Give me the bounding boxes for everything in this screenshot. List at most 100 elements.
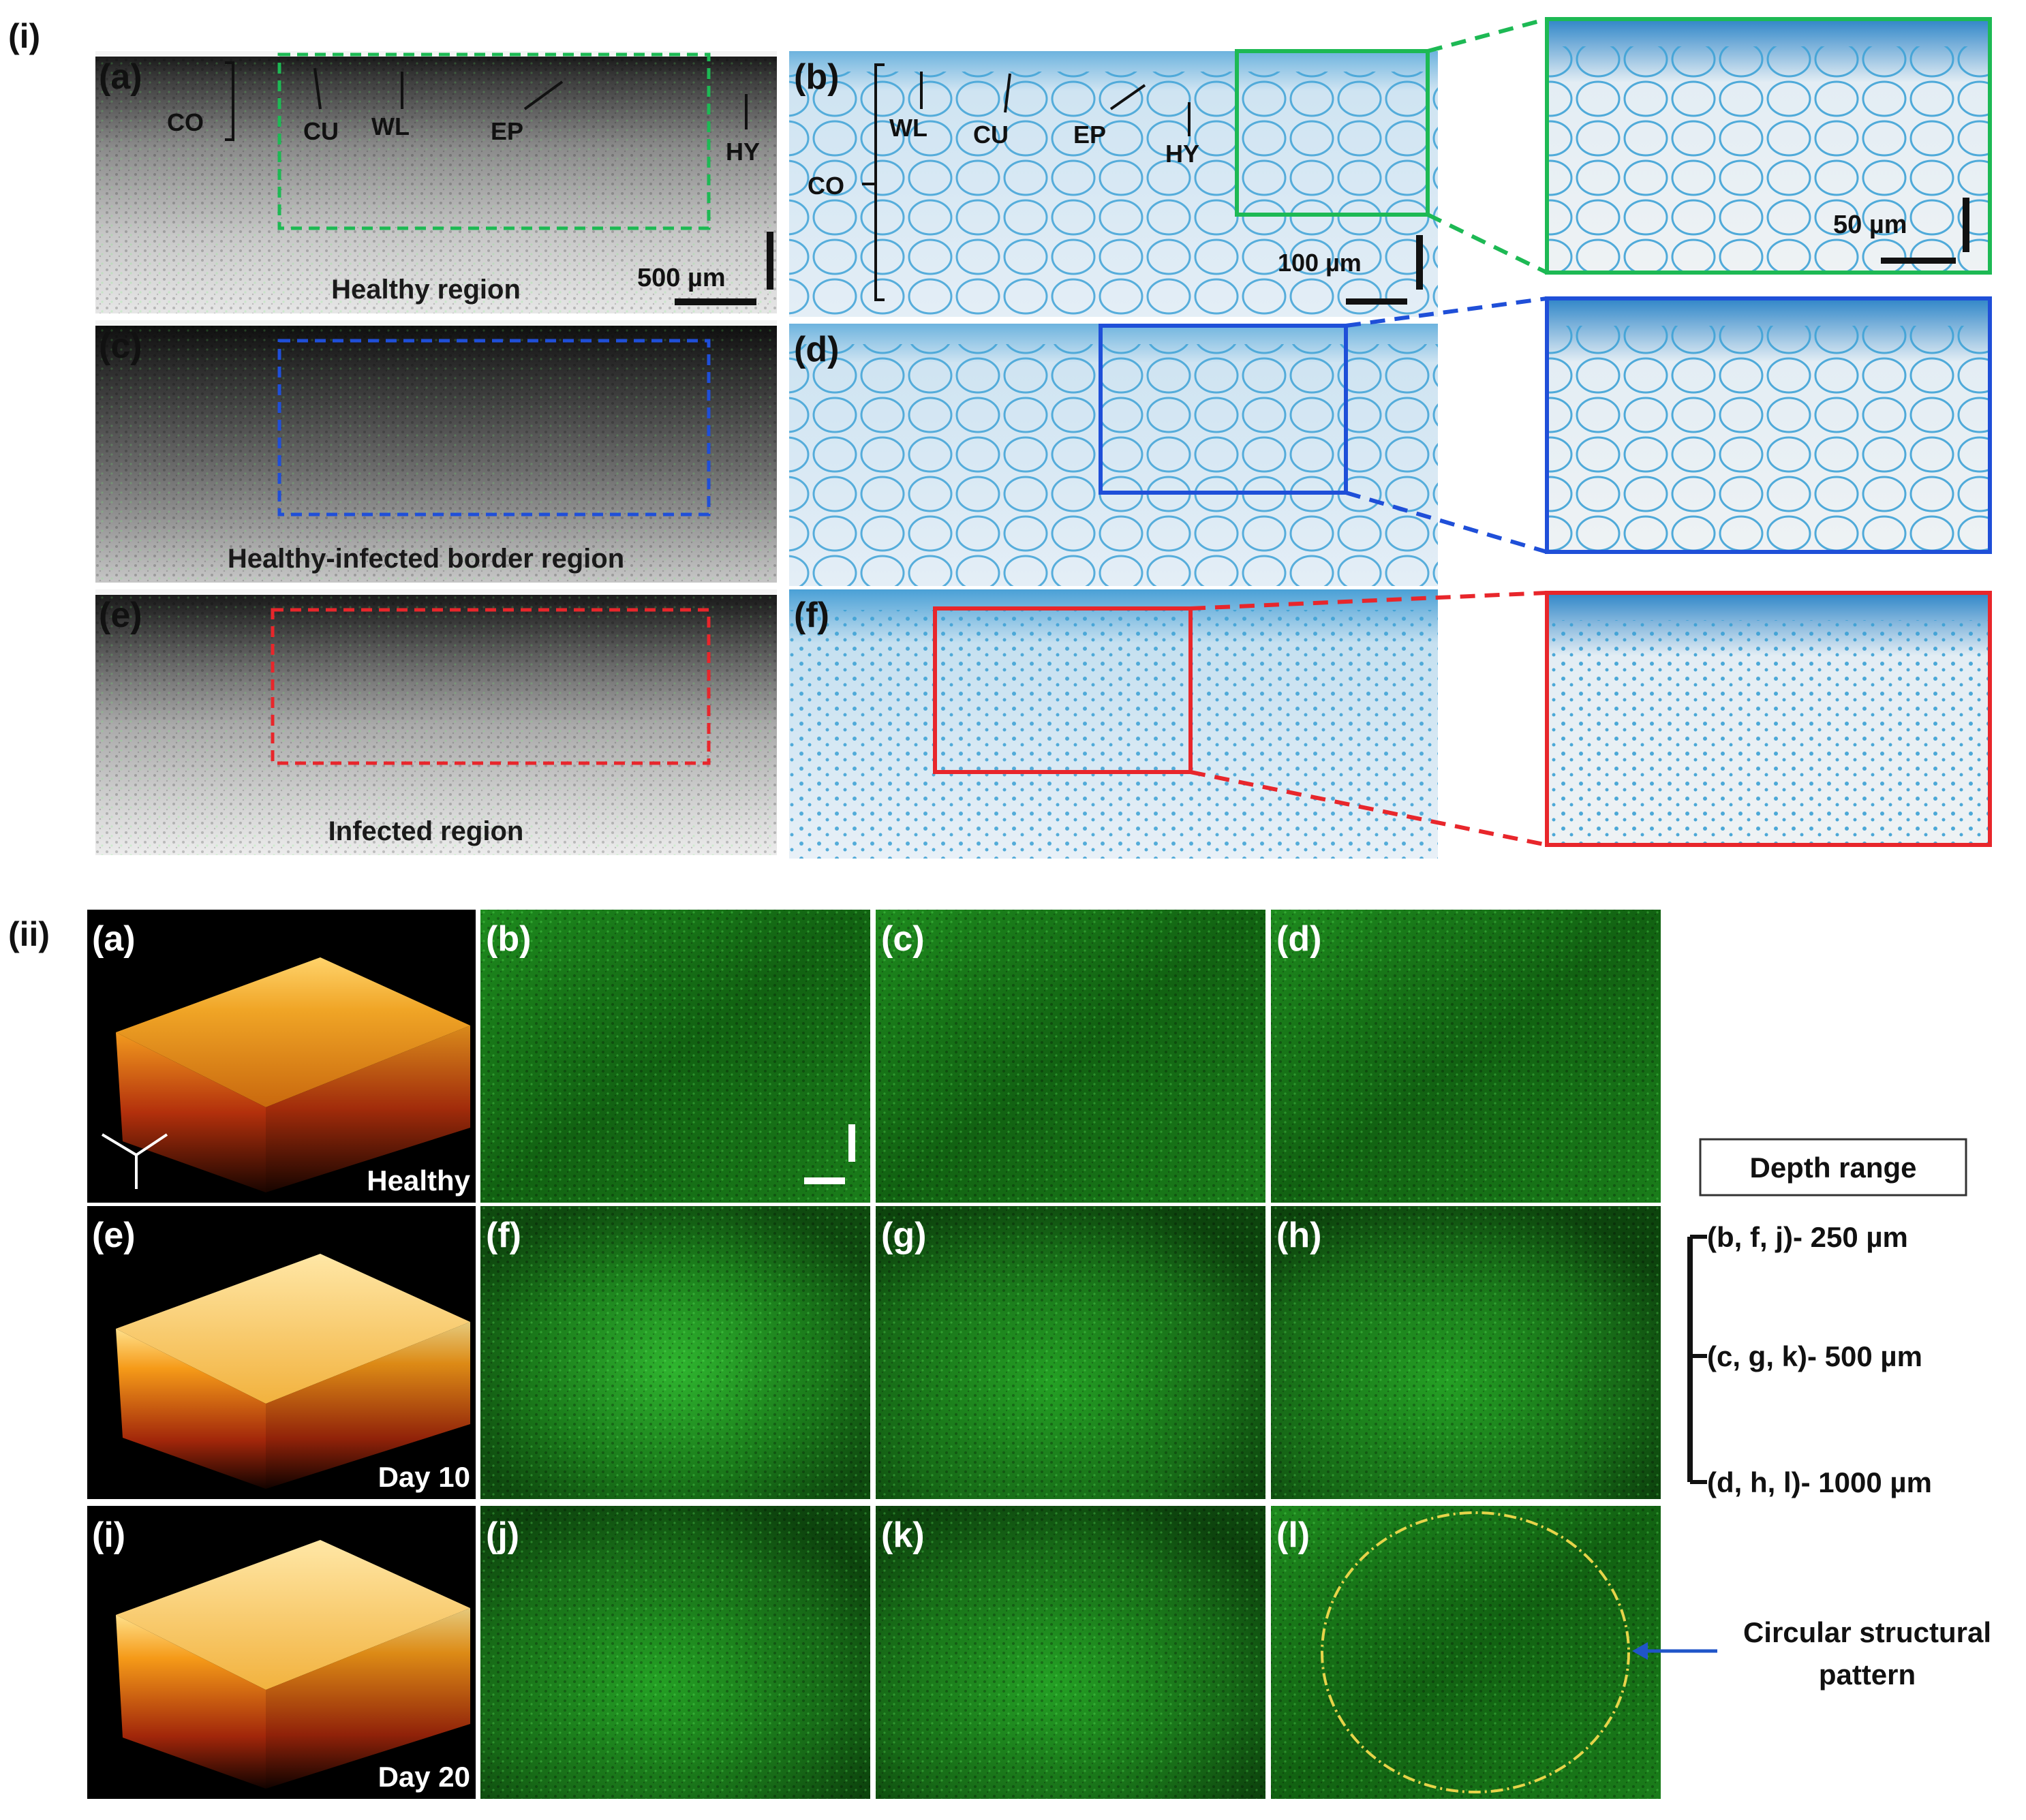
scale-bar-label: 500 µm: [637, 264, 726, 292]
axes-icon: [101, 1133, 168, 1189]
ep-pointer: [1109, 84, 1146, 110]
panel-label: (b): [486, 919, 531, 959]
fluorescence-speckle: [1271, 1206, 1661, 1499]
panel-caption: Day 20: [378, 1761, 470, 1793]
volume-top-surface: [116, 957, 470, 1107]
annotation-ep: EP: [1073, 121, 1106, 149]
annotation-wl: WL: [889, 114, 927, 142]
scale-bar-vertical: [1416, 235, 1423, 290]
inset-frame: [1545, 591, 1992, 847]
zoom-connector-bottom: [1345, 491, 1548, 554]
zoom-box: [277, 339, 711, 516]
annotation-cu: CU: [973, 121, 1009, 149]
zoom-connector-bottom: [1190, 770, 1548, 847]
legend-item: (b, f, j)- 250 µm: [1707, 1221, 1908, 1253]
fluorescence-speckle: [480, 1206, 870, 1499]
zoom-inset-3: [1190, 591, 1992, 847]
volume-top-surface: [116, 1254, 470, 1404]
volume-left-face: [116, 1615, 266, 1789]
volume-right-face: [266, 1322, 470, 1489]
histology-cells: [789, 72, 1438, 317]
oct-speckle: [95, 326, 777, 583]
oct-panel-c: (c) Healthy-infected border region: [95, 320, 777, 583]
annotation-ep: EP: [491, 117, 523, 145]
panel-label: (c): [881, 919, 925, 959]
fluorescence-speckle: [876, 910, 1265, 1203]
co-bracket: [225, 61, 234, 141]
zoom-inset-2: [1345, 296, 1992, 554]
histology-b-annotations: CO WL CU EP HY 100 µm: [808, 63, 1423, 305]
legend-title: Depth range: [1749, 1152, 1916, 1184]
scale-bar-horizontal: [675, 298, 756, 305]
histology-panel-d: (d): [789, 324, 1438, 586]
oct-panel-a: (a) Healthy region: [95, 51, 777, 313]
fluorescence-speckle: [480, 1506, 870, 1799]
scale-bar-label: 100 µm: [1278, 249, 1362, 277]
oct-a-annotations: CO CU WL EP HY 500 µm: [167, 61, 773, 305]
panel-label: (h): [1276, 1216, 1321, 1255]
zoom-box: [271, 608, 711, 765]
annotation-line2: pattern: [1819, 1659, 1916, 1691]
panel-label: (j): [486, 1515, 519, 1555]
zoom-box: [1235, 49, 1430, 217]
annotation-line1: Circular structural: [1743, 1616, 1991, 1648]
zoom-box: [1099, 324, 1348, 495]
panel-label: (l): [1276, 1515, 1310, 1555]
fluorescence-panel-b: (b): [480, 910, 870, 1203]
fluorescence-speckle: [1271, 910, 1661, 1203]
fluorescence-panel-f: (f): [480, 1206, 870, 1499]
oct-panel-e: (e) Infected region: [95, 589, 777, 855]
inset-frame: [1545, 17, 1992, 275]
depth-legend: Depth range (b, f, j)- 250 µm (c, g, k)- 5…: [1687, 1138, 1967, 1498]
annotation-hy: HY: [726, 138, 760, 166]
volume-left-face: [116, 1032, 266, 1192]
ep-pointer: [523, 80, 564, 110]
volume-right-face: [266, 1025, 470, 1192]
scale-bar-horizontal: [1346, 298, 1407, 305]
fluorescence-panel-g: (g): [876, 1206, 1265, 1499]
oct-speckle: [95, 57, 777, 313]
annotation-hy: HY: [1165, 140, 1199, 168]
volume-left-face: [116, 1329, 266, 1489]
histology-cells: [789, 610, 1438, 859]
panel-label: (a): [92, 919, 136, 959]
panel-label: (k): [881, 1515, 925, 1555]
scale-bar-horizontal: [804, 1177, 845, 1184]
histology-panel-f: (f): [789, 589, 1438, 859]
inset-cells: [1547, 46, 1990, 273]
fluorescence-speckle: [1271, 1506, 1661, 1799]
fluorescence-panel-k: (k): [876, 1506, 1265, 1799]
zoom-box: [277, 52, 711, 230]
scale-bar-vertical: [767, 232, 773, 290]
zoom-connector-top: [1190, 591, 1548, 611]
panel-label: (e): [99, 596, 142, 635]
inset-cells: [1547, 326, 1990, 552]
fluorescence-speckle: [876, 1506, 1265, 1799]
inset-scale-bar: 50 µm: [1833, 198, 1969, 264]
panel-label: (b): [794, 57, 839, 97]
panel-label: (c): [99, 326, 142, 366]
section-i: (i) (a) Healthy region (c) Healthy-infected …: [8, 17, 1992, 859]
panel-label: (d): [794, 330, 839, 369]
circular-pattern-annotation: Circular structural pattern: [1632, 1616, 1991, 1691]
zoom-connector-top: [1427, 17, 1548, 53]
fluorescence-panel-j: (j): [480, 1506, 870, 1799]
scale-bar-horizontal: [1881, 258, 1956, 264]
panel-label: (f): [486, 1216, 521, 1255]
annotation-arrowhead: [1632, 1642, 1648, 1660]
panel-label: (d): [1276, 919, 1321, 959]
cu-pointer: [313, 67, 322, 110]
inset-cells: [1547, 620, 1990, 845]
fluorescence-scale-bar: [804, 1124, 855, 1184]
legend-item: (d, h, l)- 1000 µm: [1707, 1466, 1932, 1498]
panel-caption: Healthy: [367, 1165, 470, 1197]
panel-label: (i): [92, 1515, 125, 1555]
section-ii-label: (ii): [8, 915, 50, 953]
panel-caption: Infected region: [328, 816, 524, 846]
axis-x: [101, 1133, 138, 1156]
scale-bar-vertical: [1963, 198, 1969, 252]
legend-title-box: [1699, 1138, 1967, 1197]
inset-frame: [1545, 296, 1992, 554]
zoom-connector-bottom: [1426, 213, 1548, 275]
